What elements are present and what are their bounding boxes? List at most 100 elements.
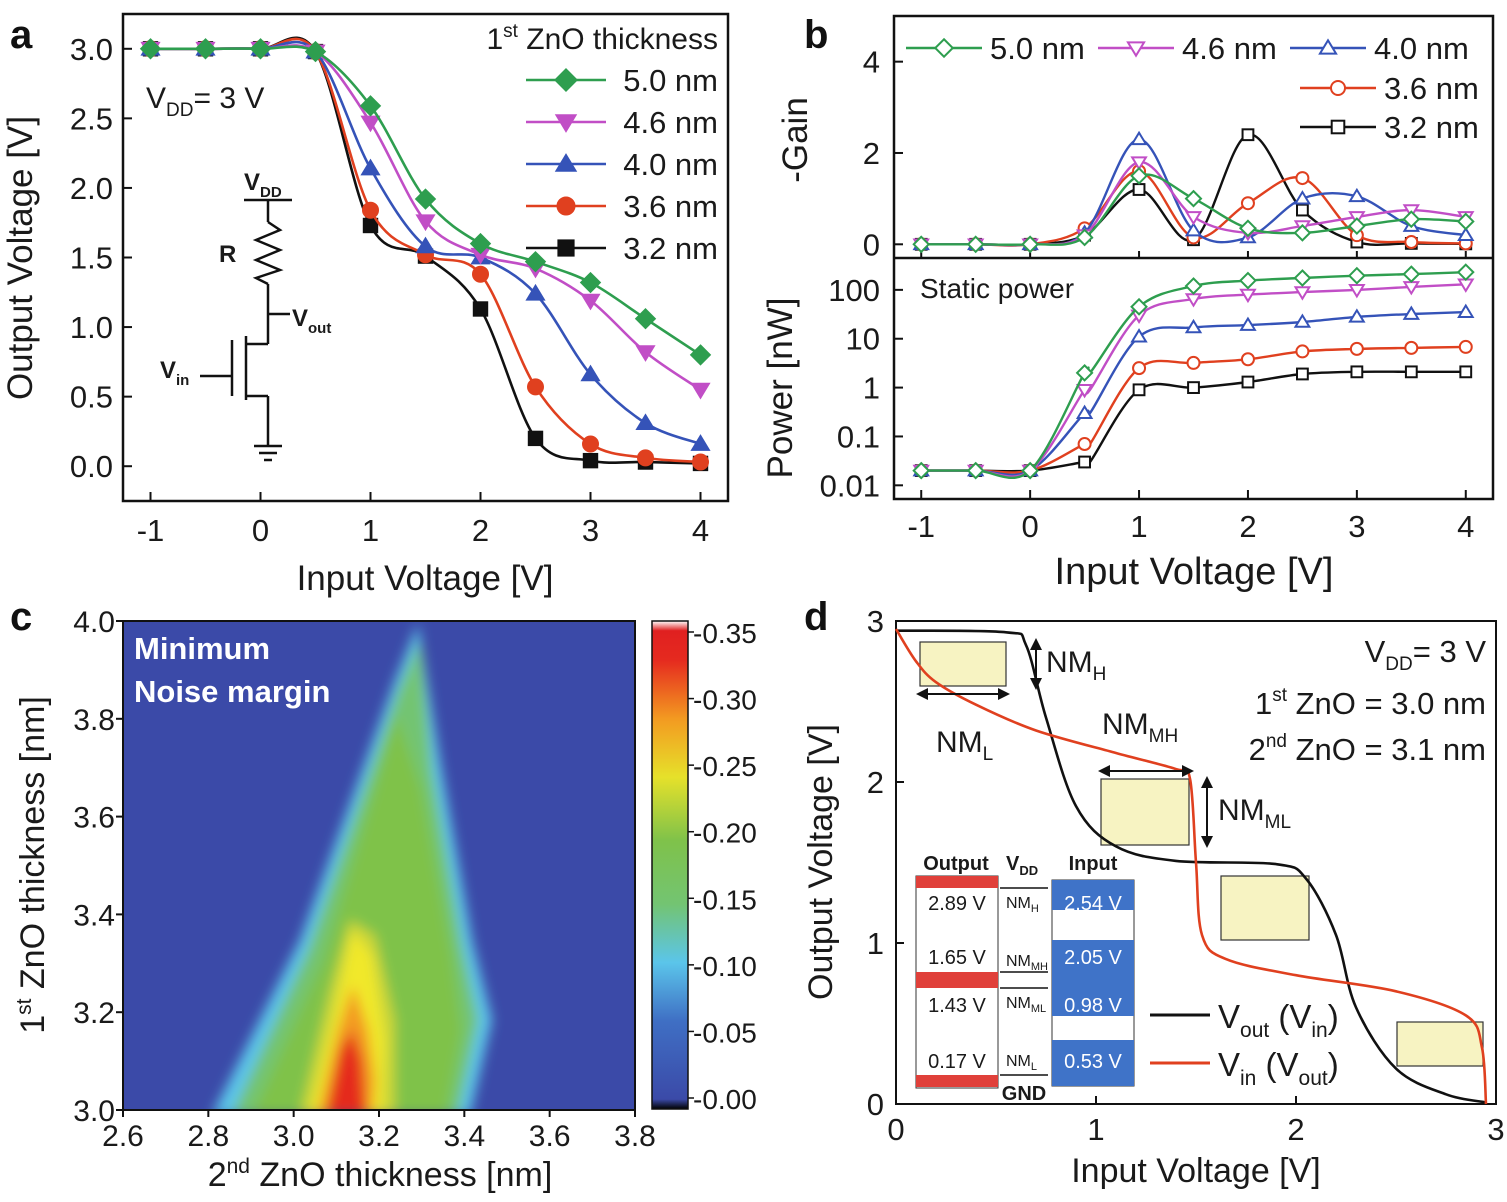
panel-a-data-point [415, 236, 436, 254]
panel-a-xtick-label: 0 [252, 513, 269, 548]
panel-a-data-point [692, 453, 709, 471]
panel-label-c: c [10, 595, 32, 639]
colorbar-tick-label: -0.05 [693, 1017, 757, 1048]
panel-c-xtick-label: 3.0 [273, 1120, 315, 1153]
panel-b-xtick-label: 4 [1457, 509, 1474, 544]
circuit-r-label: R [219, 241, 236, 268]
panel-b-static-power-label: Static power [920, 273, 1074, 304]
panel-a-data-point [139, 38, 162, 60]
panel-b-power-point [1075, 363, 1094, 382]
panel-b-power-point [1239, 316, 1257, 331]
panel-b-legend-marker [933, 37, 955, 59]
panel-a-data-point [362, 201, 379, 219]
panel-b-gain-point [1402, 210, 1421, 229]
panel-a-data-point [634, 308, 657, 330]
panel-a-legend-label: 3.2 nm [623, 231, 718, 266]
panel-d-second-zno: 2nd ZnO = 3.1 nm [1249, 731, 1486, 767]
panel-a-ytick-label: 3.0 [70, 32, 113, 67]
panel-c-ytick-label: 3.4 [73, 899, 115, 932]
panel-a-circuit-inset [200, 198, 292, 462]
colorbar-tick-label: -0.10 [693, 951, 757, 982]
panel-b-xtick-label: 0 [1022, 509, 1039, 544]
panel-a-legend-marker [554, 68, 578, 92]
panel-c-ytick-label: 3.0 [73, 1095, 115, 1128]
panel-d-series-line [895, 629, 1487, 1104]
arrowhead [998, 688, 1010, 700]
nm-h-label: NMH [1046, 646, 1106, 685]
inset-footer-gnd: GND [1002, 1083, 1046, 1105]
panel-b-xlabel: Input Voltage [V] [1055, 551, 1334, 593]
inset-input-3: 0.98 V [1064, 995, 1122, 1017]
panel-b-power-point [1348, 308, 1366, 323]
panel-b-gain-point [1295, 171, 1310, 186]
inset-input-1: 2.54 V [1064, 893, 1122, 915]
panel-a-data-point [582, 452, 599, 469]
circuit-vin-label: Vin [160, 357, 189, 389]
panel-b-power-point [1184, 277, 1203, 295]
panel-a-legend-marker [554, 114, 578, 133]
colorbar-tick-label: -0.15 [693, 884, 757, 915]
panel-a-data-point [472, 265, 489, 283]
arrowhead [1201, 836, 1213, 848]
panel-b-power-point [1078, 455, 1091, 469]
panel-a-data-point [637, 449, 654, 467]
panel-a-data-point [527, 430, 544, 447]
panel-a-ytick-label: 1.0 [70, 310, 113, 345]
panel-d-ytick-label: 0 [867, 1087, 884, 1122]
panel-d-series-line [894, 628, 1488, 1105]
panel-a-data-point [525, 283, 546, 301]
inset-input-4: 0.53 V [1064, 1051, 1122, 1073]
panel-b-legend-marker [1330, 80, 1346, 96]
nm-mh-label: NMMH [1102, 708, 1178, 747]
panel-b-gain-point [1293, 223, 1312, 242]
panel-d-ytick-label: 1 [867, 926, 884, 961]
contour-0.32 [327, 1030, 366, 1110]
colorbar-tick-label: -0.30 [693, 685, 757, 716]
panel-b-gain-point [1404, 235, 1419, 250]
nm-box-ml [1220, 875, 1310, 941]
panel-a-data-point [360, 158, 381, 176]
panel-b-power-point [1456, 263, 1475, 282]
panel-b-xtick-label: 3 [1348, 509, 1365, 544]
panel-b-xtick-label: 2 [1239, 509, 1256, 544]
panel-c-ytick-label: 3.6 [73, 802, 115, 835]
panel-b-power-point [1402, 305, 1420, 320]
nm-box-mh [1100, 778, 1190, 846]
nm-box-l [1396, 1021, 1484, 1067]
panel-c-xtick-label: 3.2 [358, 1120, 400, 1153]
panel-b-power-point [1347, 266, 1366, 285]
panel-a-legend-label: 5.0 nm [623, 63, 718, 98]
panel-b-bottom-ytick-label: 0.01 [820, 468, 880, 503]
panel-b-power-point [1350, 365, 1364, 379]
panel-b-legend-label: 3.2 nm [1384, 110, 1479, 145]
inset-output-3: 1.43 V [928, 995, 986, 1017]
panel-d-ytick-label: 2 [867, 765, 884, 800]
panel-b-gain-point [1021, 235, 1040, 254]
panel-b-gain-point [1075, 228, 1094, 247]
panel-b-gain-point [912, 235, 931, 254]
panel-b-power-point [1077, 437, 1092, 452]
panel-b-legend-label: 5.0 nm [990, 31, 1085, 66]
panel-b-power-point [1240, 352, 1255, 367]
panel-b-bottom-ytick-label: 10 [846, 322, 880, 357]
panel-a-chart: -1 0 1 2 3 4 0.0 0.5 1.0 1.5 2.0 2.5 3.0 Input Volta… [1, 12, 730, 598]
panel-b-gain-point [966, 235, 985, 254]
panel-c-xtick-label: 3.8 [614, 1120, 656, 1153]
panel-b-power-point [1239, 271, 1257, 290]
panel-b-xtick-label: 1 [1130, 509, 1147, 544]
panel-b-bottom-ytick-label: 0.1 [837, 419, 880, 454]
panel-b-gain-point [1239, 219, 1257, 238]
panel-a-data-point [635, 413, 656, 430]
panel-a-data-point [524, 250, 547, 273]
inset-nm-2: NMMH [1006, 953, 1048, 973]
panel-d-xtick-label: 2 [1287, 1112, 1304, 1147]
inset-input-cell-1 [1052, 880, 1134, 910]
panel-d-chart: 0 1 2 3 0 1 2 3 Input Voltage [V] Output Voltag… [802, 604, 1505, 1190]
panel-b-gain-point [1130, 156, 1148, 171]
panel-b-power-point [1130, 328, 1148, 343]
panel-d-frame [895, 620, 1497, 1105]
panel-b-gain-point [1457, 226, 1475, 241]
circuit-resistor [252, 220, 284, 286]
panel-c-xtick-label: 2.8 [187, 1120, 229, 1153]
